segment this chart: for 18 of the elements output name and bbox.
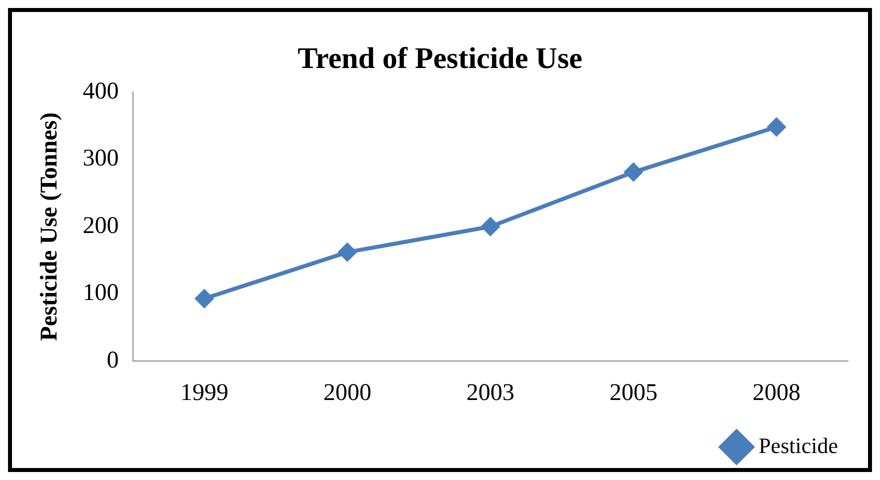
x-tick-label: 2005 (609, 380, 658, 406)
x-tick-label: 2000 (323, 380, 372, 406)
chart-title: Trend of Pesticide Use (298, 42, 582, 75)
legend-label: Pesticide (758, 432, 838, 458)
point (195, 290, 214, 308)
x-tick-label: 2003 (466, 380, 514, 406)
y-tick-label: 300 (82, 146, 119, 172)
point (338, 243, 356, 262)
y-axis-title: Pesticide Use (Tonnes) (36, 112, 63, 341)
x-tick-label: 1999 (180, 380, 228, 406)
point (624, 163, 642, 182)
y-tick-label: 400 (82, 78, 119, 104)
point (767, 118, 786, 136)
point (481, 218, 500, 236)
y-tick-label: 100 (82, 280, 119, 306)
y-tick-label: 0 (106, 347, 119, 374)
y-tick-label: 200 (82, 212, 119, 239)
x-tick-label: 2008 (752, 380, 800, 406)
